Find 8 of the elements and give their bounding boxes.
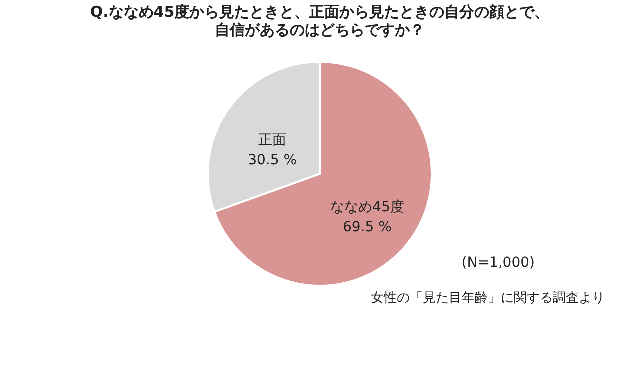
text: 女性の「見た目年齢」に関する調査より — [371, 291, 605, 306]
data-label: 69.5 % — [342, 219, 392, 236]
data-label: 30.5 % — [248, 152, 298, 169]
slice-label: ななめ45度 — [330, 199, 404, 216]
slice-label: 正面 — [258, 132, 287, 149]
chart-title: Q.ななめ45度から見たときと、正面から見たときの自分の顔とで、 — [90, 3, 550, 21]
chart-subtitle: 自信があるのはどちらですか？ — [215, 21, 425, 39]
text: (N=1,000) — [462, 255, 535, 271]
